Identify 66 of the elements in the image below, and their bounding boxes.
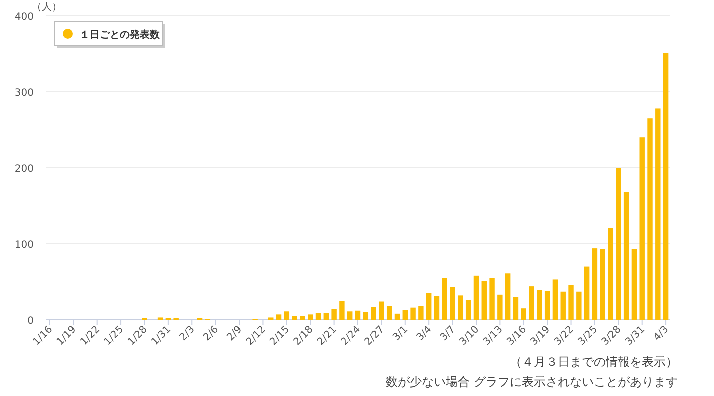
bar <box>284 312 290 320</box>
x-tick-label: 4/3 <box>652 324 672 344</box>
legend-label: １日ごとの発表数 <box>80 29 161 41</box>
bar <box>308 314 314 320</box>
bar <box>458 296 464 320</box>
bar <box>316 313 322 320</box>
bar <box>474 276 480 320</box>
bar <box>568 285 574 320</box>
bar <box>363 312 369 320</box>
bar <box>466 300 472 320</box>
bar <box>584 266 590 320</box>
x-tick-label: 3/4 <box>415 324 434 344</box>
bar <box>324 313 330 320</box>
x-tick-label: 3/1 <box>391 324 411 344</box>
bar <box>592 248 598 320</box>
bar <box>418 306 424 320</box>
bar <box>552 280 558 320</box>
y-tick-label: 400 <box>14 12 34 23</box>
bar <box>624 192 630 320</box>
bar <box>544 291 550 320</box>
bar <box>576 292 582 320</box>
bar <box>648 118 653 320</box>
bar <box>276 314 282 320</box>
bar <box>513 297 519 320</box>
x-tick-label: 2/3 <box>178 324 198 344</box>
bar <box>521 308 526 320</box>
bar <box>600 249 606 320</box>
bar <box>632 249 638 320</box>
bar <box>537 290 542 320</box>
bar <box>347 312 353 320</box>
y-tick-label: 200 <box>14 164 34 175</box>
bar <box>450 287 456 320</box>
bar <box>426 293 432 320</box>
bar <box>608 228 614 320</box>
y-tick-label: 300 <box>14 88 34 99</box>
text: 数が少ない場合 グラフに表示されないことがあります <box>386 375 678 389</box>
bar <box>371 307 376 320</box>
bar <box>640 138 645 320</box>
x-tick-label: 3/7 <box>438 324 458 344</box>
y-tick-label: 0 <box>28 316 34 327</box>
bar <box>355 310 361 320</box>
bar <box>434 296 440 320</box>
bar <box>340 301 345 320</box>
bar <box>490 278 495 320</box>
text: （４月３日までの情報を表示） <box>510 355 678 369</box>
x-tick-label: 2/6 <box>202 324 221 344</box>
bar <box>292 316 298 320</box>
bar <box>394 314 400 320</box>
bar <box>379 302 384 320</box>
bar <box>332 309 337 320</box>
bar <box>402 310 408 320</box>
bar <box>386 306 392 320</box>
bar <box>505 274 511 320</box>
bar <box>560 292 566 320</box>
bar <box>616 168 622 320</box>
bar <box>442 278 448 320</box>
y-axis-title: （人） <box>32 2 62 13</box>
y-tick-label: 100 <box>14 240 34 251</box>
bar <box>410 308 416 320</box>
bar <box>529 286 534 320</box>
x-tick-label: 2/9 <box>225 324 245 344</box>
bar <box>656 108 661 320</box>
bar <box>498 294 503 320</box>
bar <box>482 281 487 320</box>
bar <box>663 53 669 320</box>
bar <box>300 316 306 320</box>
